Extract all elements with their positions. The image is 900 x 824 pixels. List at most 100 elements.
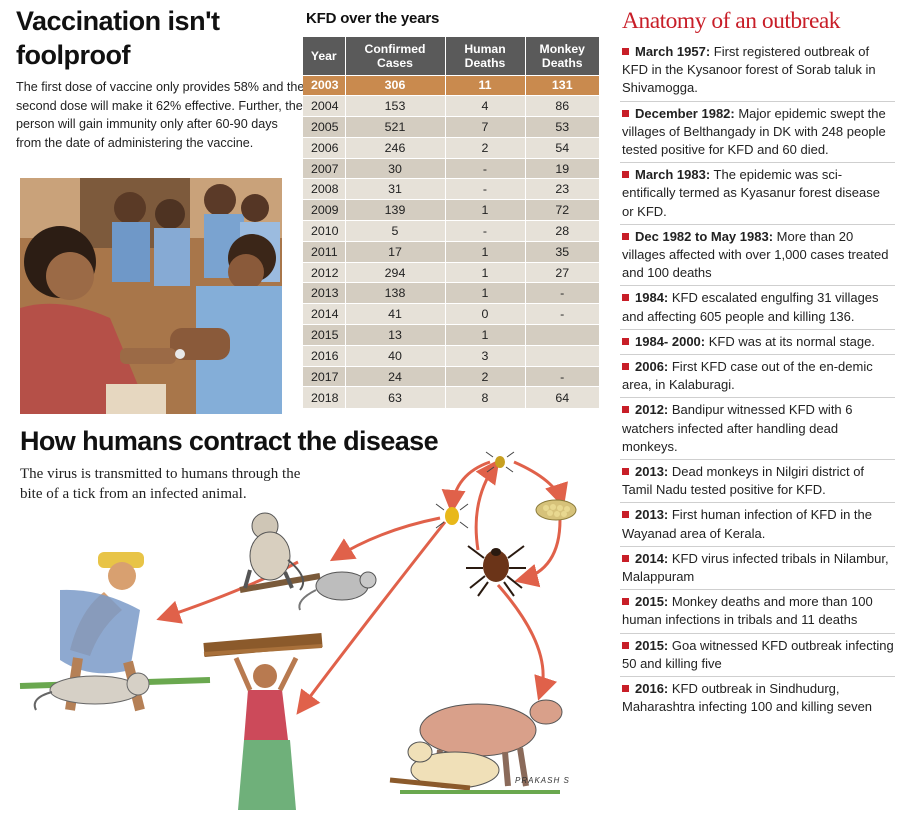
table-row: 2005 521 7 53: [303, 116, 599, 138]
timeline-item: 2016: KFD outbreak in Sindhudurg, Mahara…: [620, 680, 895, 719]
cell-confirmed-cases: 13: [345, 324, 446, 346]
timeline-item: 2013: First human infection of KFD in th…: [620, 506, 895, 547]
engorged-tick-illustration: [466, 545, 526, 597]
cell-monkey-deaths: 131: [525, 74, 599, 96]
dead-monkey-illustration: [33, 672, 150, 711]
table-row: 2016 40 3: [303, 344, 599, 367]
cell-confirmed-cases: 17: [345, 240, 446, 263]
anatomy-title: Anatomy of an outbreak: [622, 8, 841, 34]
transmission-arrows: [156, 459, 568, 715]
cell-year: 2017: [303, 365, 346, 387]
cell-confirmed-cases: 5: [345, 220, 446, 242]
vaccination-title: Vaccination isn't foolproof: [16, 4, 306, 72]
cell-human-deaths: 4: [445, 95, 526, 117]
cell-human-deaths: -: [445, 157, 526, 179]
kfd-table: Year Confirmed Cases Human Deaths Monkey…: [303, 37, 599, 408]
timeline-date: 1984- 2000:: [635, 333, 706, 349]
cell-monkey-deaths: 86: [525, 95, 599, 117]
monkey-illustration: [239, 512, 321, 593]
cell-year: 2005: [303, 116, 346, 138]
table-body: 2003 306 11 131 2004 153 4 86 2005 521 7 53 2006 246 2…: [303, 74, 599, 408]
cell-year: 2018: [303, 386, 346, 408]
timeline-item: March 1957: First registered outbreak of…: [620, 43, 895, 102]
cell-monkey-deaths: [525, 344, 599, 367]
timeline-text: Dead monkeys in Nilgiri district of Tami…: [622, 464, 865, 498]
table-row: 2015 13 1: [303, 324, 599, 346]
table-row: 2004 153 4 86: [303, 95, 599, 117]
cell-human-deaths: 1: [445, 282, 526, 304]
arrow-adult-tick-to-eggs: [513, 460, 568, 508]
table-row: 2012 294 1 27: [303, 261, 599, 283]
cell-monkey-deaths: 72: [525, 199, 599, 221]
timeline-text: First KFD case out of the en-demic area,…: [622, 359, 873, 393]
cell-human-deaths: 7: [445, 116, 526, 138]
square-bullet-icon: [622, 468, 629, 476]
square-bullet-icon: [622, 48, 629, 55]
col-header-confirmed-cases: Confirmed Cases: [345, 37, 446, 75]
vaccination-title-line1: Vaccination isn't: [16, 6, 220, 36]
cell-confirmed-cases: 63: [345, 386, 446, 408]
cell-monkey-deaths: 53: [525, 116, 599, 138]
timeline-item: 2013: Dead monkeys in Nilgiri district o…: [620, 463, 895, 504]
timeline-item: 2015: Monkey deaths and more than 100 hu…: [620, 593, 895, 634]
table-row: 2003 306 11 131: [303, 74, 599, 96]
cell-confirmed-cases: 294: [345, 261, 446, 283]
cell-year: 2016: [303, 344, 346, 367]
timeline-item: December 1982: Major epidemic swept the …: [620, 105, 895, 164]
illustrator-signature: PRAKASH S: [515, 776, 570, 785]
cell-confirmed-cases: 31: [345, 178, 446, 200]
arrow-nymph-to-monkey: [329, 516, 441, 562]
cell-year: 2015: [303, 324, 346, 346]
table-row: 2010 5-28: [303, 220, 599, 242]
timeline-date: 2014:: [635, 550, 669, 566]
timeline-text: First human infection of KFD in the Waya…: [622, 507, 873, 541]
vaccination-title-line2: foolproof: [16, 40, 130, 70]
timeline-text: More than 20 villages affected with over…: [622, 228, 889, 281]
arrow-nymph-to-human: [296, 521, 447, 715]
timeline-date: 2015:: [635, 637, 669, 653]
timeline-date: March 1957:: [635, 44, 711, 59]
table-header-row: Year Confirmed Cases Human Deaths Monkey…: [303, 37, 599, 75]
col-header-year: Year: [303, 37, 346, 75]
timeline-text: KFD was at its normal stage.: [705, 333, 875, 349]
cell-monkey-deaths: -: [525, 303, 599, 325]
cell-year: 2003: [303, 74, 346, 96]
timeline-item: March 1983: The epidemic was sci-entific…: [620, 166, 895, 225]
table-row: 2006 246 2 54: [303, 136, 599, 159]
cell-year: 2012: [303, 261, 346, 283]
square-bullet-icon: [622, 232, 629, 240]
cell-human-deaths: -: [445, 220, 526, 242]
cell-year: 2006: [303, 136, 346, 159]
table-row: 2018 63 8 64: [303, 386, 599, 408]
timeline-item: 1984- 2000: KFD was at its normal stage.: [620, 333, 895, 356]
woman-illustration: [203, 633, 323, 810]
timeline-text: KFD virus infected tribals in Nilambur, …: [622, 550, 889, 585]
tick-eggs-illustration: [535, 499, 577, 521]
cell-human-deaths: -: [445, 178, 526, 200]
cell-confirmed-cases: 246: [345, 136, 446, 159]
cell-human-deaths: 0: [445, 303, 526, 325]
cell-human-deaths: 11: [445, 74, 526, 96]
cell-monkey-deaths: -: [525, 365, 599, 387]
cell-confirmed-cases: 138: [345, 282, 446, 304]
cell-monkey-deaths: 19: [525, 157, 599, 179]
timeline-item: 2015: Goa witnessed KFD outbreak infecti…: [620, 637, 895, 678]
table-row: 2011 17 1 35: [303, 240, 599, 263]
table-row: 2007 30-19: [303, 157, 599, 179]
how-body: The virus is transmitted to humans throu…: [20, 466, 301, 502]
cell-year: 2011: [303, 240, 346, 263]
timeline-date: December 1982:: [635, 105, 735, 121]
cell-monkey-deaths: 35: [525, 240, 599, 263]
cell-confirmed-cases: 41: [345, 303, 446, 325]
timeline-date: Dec 1982 to May 1983:: [635, 228, 774, 244]
cell-year: 2014: [303, 303, 346, 325]
cell-monkey-deaths: 54: [525, 136, 599, 159]
cell-confirmed-cases: 40: [345, 344, 446, 367]
vaccination-body: The first dose of vaccine only provides …: [16, 80, 305, 150]
cell-human-deaths: 1: [445, 199, 526, 221]
vaccination-photo: [20, 178, 282, 414]
cell-year: 2013: [303, 282, 346, 304]
timeline-text: The epidemic was sci-entifically termed …: [622, 167, 880, 219]
arrow-tick-to-adult-tick: [474, 459, 500, 551]
table-row: 2017 24 2-: [303, 365, 599, 387]
